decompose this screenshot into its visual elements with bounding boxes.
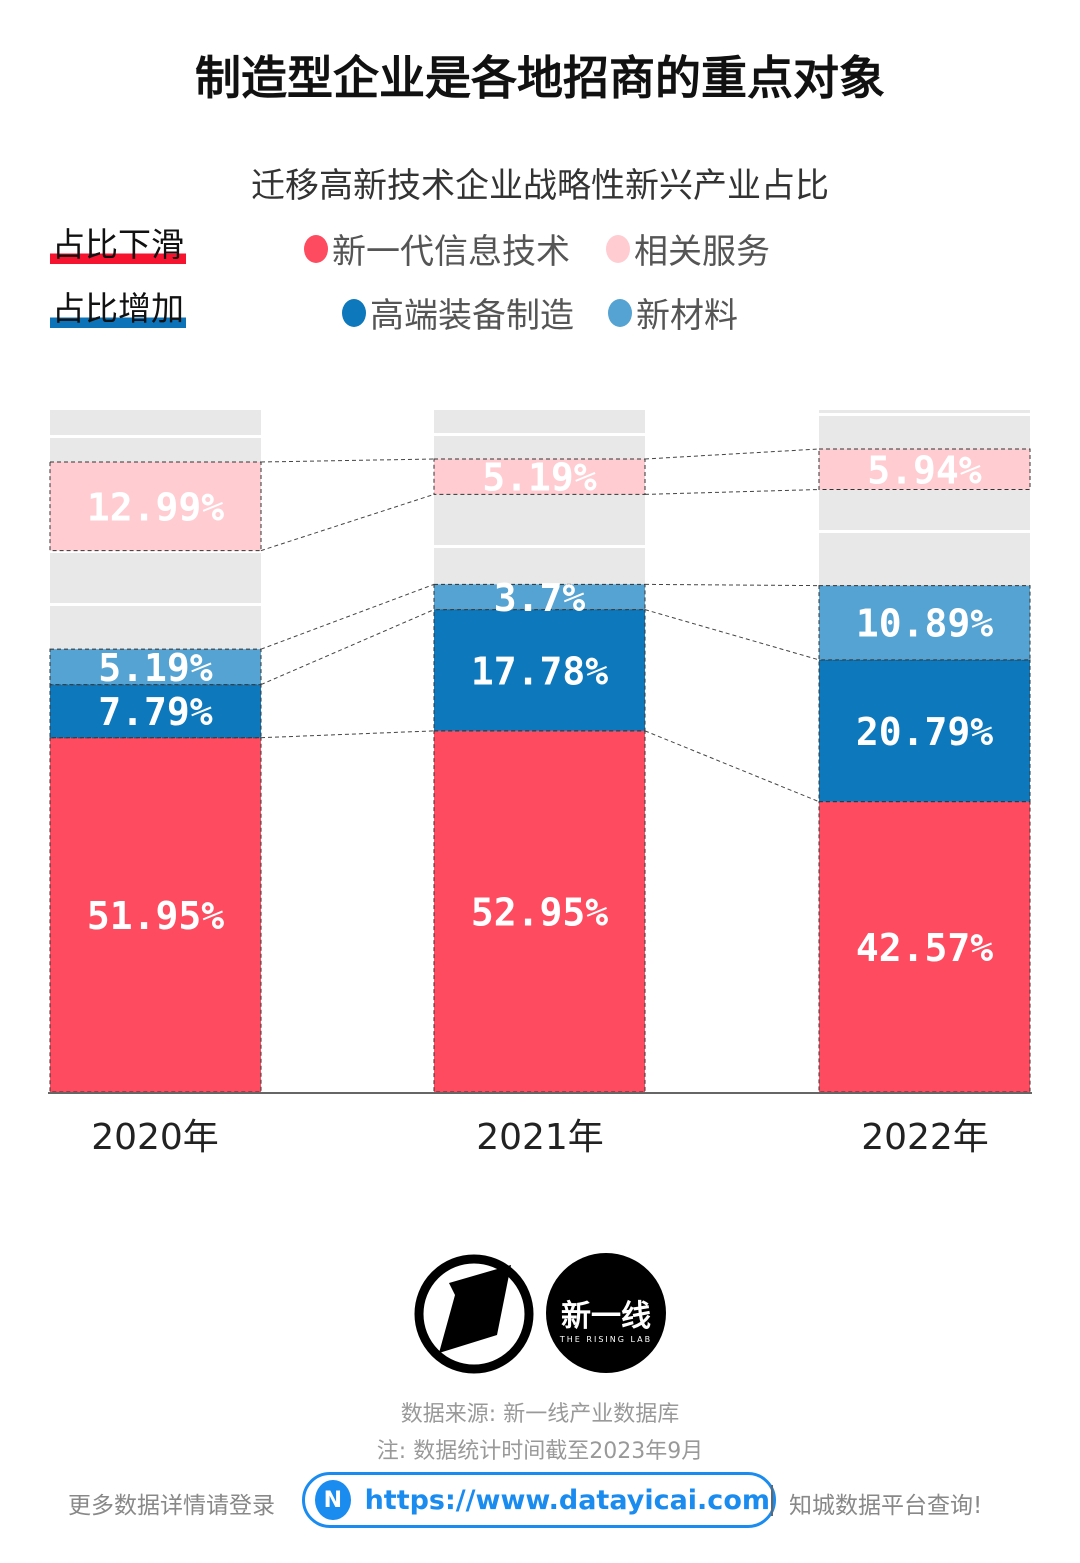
data-label: 3.7% [494, 576, 586, 620]
bar-segment [49, 684, 262, 739]
url-link[interactable]: N https://www.datayicai.com [302, 1472, 776, 1528]
connector-line [644, 583, 820, 587]
legend-dot [304, 234, 328, 263]
data-label: 17.78% [471, 649, 608, 693]
connector-line [260, 730, 435, 739]
bar-separator [50, 603, 261, 606]
bar-segment [49, 648, 262, 686]
connector-line [260, 583, 435, 650]
legend-label: 新一代信息技术 [332, 232, 570, 272]
footer-right-text: 知城数据平台查询! [789, 1493, 983, 1519]
url-text[interactable]: https://www.datayicai.com [365, 1484, 773, 1516]
connector-line [260, 493, 435, 552]
source-text: 数据来源: 新一线产业数据库 [400, 1402, 680, 1427]
yicai-logo [414, 1254, 534, 1374]
footer-left-text: 更多数据详情请登录 [68, 1493, 275, 1519]
stacked-bar-chart: 51.95%7.79%5.19%12.99%52.95%17.78%3.7%5.… [48, 410, 1032, 1094]
connector-line [644, 609, 820, 661]
legend-dot [606, 234, 630, 263]
data-label: 10.89% [856, 602, 993, 646]
legend-item-equipment: 高端装备制造 [342, 288, 574, 337]
connector-line [644, 730, 820, 803]
legend-label: 相关服务 [634, 232, 770, 272]
datayicai-logo-icon: N [315, 1480, 351, 1520]
bar-segment [49, 737, 262, 1093]
bar-separator [50, 435, 261, 438]
bar-separator [434, 433, 645, 436]
legend-dot [608, 298, 632, 327]
x-tick-label: 2022年 [861, 1117, 989, 1158]
data-label: 51.95% [87, 894, 224, 938]
connector-line [644, 448, 820, 460]
bar-separator [434, 545, 645, 548]
page-title: 制造型企业是各地招商的重点对象 [195, 51, 885, 105]
connector-line [644, 489, 820, 495]
legend-label: 高端装备制造 [370, 296, 574, 336]
note-text: 注: 数据统计时间截至2023年9月 [376, 1439, 704, 1464]
bar-separator [819, 530, 1030, 533]
bar-segment [433, 730, 646, 1093]
legend-item-services: 相关服务 [606, 224, 770, 273]
logo-text: 新一线 [561, 1299, 651, 1334]
legend-item-info-tech: 新一代信息技术 [304, 224, 570, 273]
bar-separator [819, 413, 1030, 416]
bar-segment [818, 585, 1031, 661]
data-label: 5.94% [867, 448, 982, 492]
connector-line [260, 458, 435, 463]
x-tick-label: 2020年 [91, 1117, 219, 1158]
connector-line [260, 609, 435, 686]
data-label: 5.19% [482, 456, 597, 500]
bar-segment [818, 659, 1031, 803]
bar-segment [433, 583, 646, 611]
logo-subtext: THE RISING LAB [559, 1335, 653, 1344]
bar-segment [433, 458, 646, 495]
chart-title: 迁移高新技术企业战略性新兴产业占比 [251, 166, 829, 206]
data-label: 7.79% [98, 690, 213, 734]
data-label: 52.95% [471, 890, 608, 934]
bar-segment [818, 801, 1031, 1093]
data-label: 42.57% [856, 926, 993, 970]
bar-separator [50, 550, 261, 553]
legend-label: 新材料 [636, 296, 738, 336]
legend-dot [342, 298, 366, 327]
x-tick-label: 2021年 [476, 1117, 604, 1158]
trend-down-label: 占比下滑 [50, 225, 186, 264]
trend-up-label: 占比增加 [50, 289, 186, 328]
bar-segment [49, 461, 262, 552]
data-label: 20.79% [856, 710, 993, 754]
data-label: 12.99% [87, 485, 224, 529]
legend-item-materials: 新材料 [608, 288, 738, 337]
data-label: 5.19% [98, 646, 213, 690]
rising-lab-logo: 新一线 THE RISING LAB [546, 1253, 666, 1373]
bar-segment [818, 448, 1031, 491]
